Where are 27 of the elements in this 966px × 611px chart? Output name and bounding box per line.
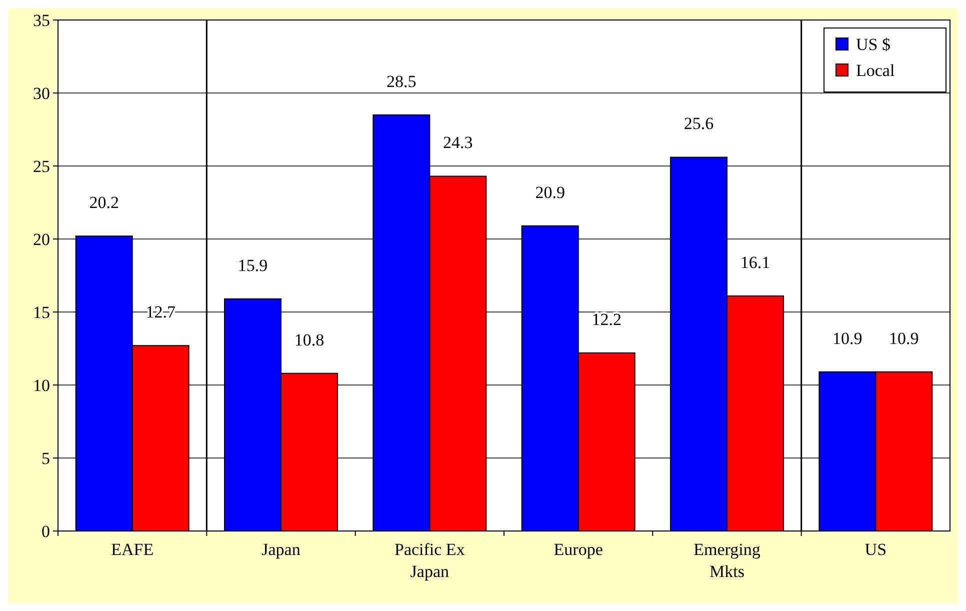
y-tick-label: 30 xyxy=(33,84,50,103)
y-tick-label: 25 xyxy=(33,156,50,176)
data-label: 12.2 xyxy=(592,310,622,329)
data-label: 25.6 xyxy=(684,114,714,134)
data-label: 24.3 xyxy=(443,133,473,152)
y-tick-label: 0 xyxy=(42,522,50,541)
data-label: 10.8 xyxy=(294,330,324,350)
x-tick-label: Emerging Mkts xyxy=(694,540,761,581)
y-tick-label: 15 xyxy=(33,302,50,322)
data-label: 15.9 xyxy=(238,256,268,275)
x-tick-label: Japan xyxy=(262,540,301,559)
y-tick-label: 5 xyxy=(42,448,50,468)
legend-label: US $ xyxy=(856,34,890,54)
data-label: 10.9 xyxy=(889,328,919,348)
data-label: 20.2 xyxy=(89,193,119,212)
x-tick-label: Europe xyxy=(554,540,603,559)
legend-label: Local xyxy=(856,60,895,80)
data-label: 10.9 xyxy=(832,328,862,348)
x-tick-label: US xyxy=(864,540,887,559)
data-label: 20.9 xyxy=(535,182,565,202)
data-label: 28.5 xyxy=(386,72,416,91)
y-tick-label: 35 xyxy=(33,10,50,30)
y-tick-label: 10 xyxy=(33,376,50,395)
x-tick-label: EAFE xyxy=(111,540,154,559)
y-tick-label: 20 xyxy=(33,230,50,249)
data-label: 16.1 xyxy=(740,252,770,272)
x-tick-label: Pacific Ex Japan xyxy=(394,540,466,581)
